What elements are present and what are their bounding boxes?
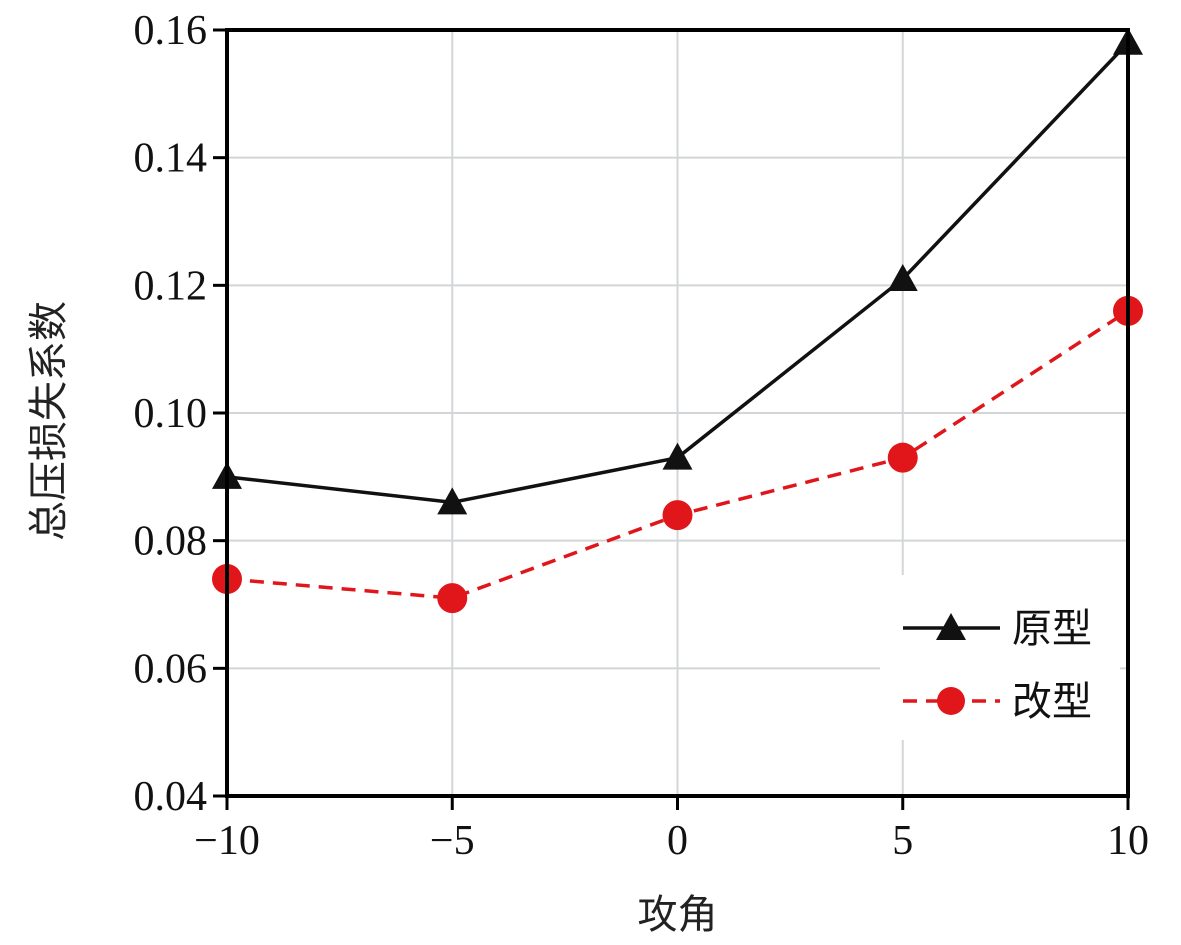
- x-tick-label-1: −5: [430, 818, 475, 864]
- y-tick-label-3: 0.10: [134, 391, 208, 437]
- tick-marks: [213, 28, 1130, 810]
- legend-marker-1: [937, 687, 965, 715]
- y-tick-label-0: 0.04: [134, 774, 208, 820]
- data-point-1-3: [887, 442, 918, 473]
- y-axis-title: 总压损失系数: [26, 301, 72, 541]
- y-tick-label-6: 0.16: [134, 8, 208, 54]
- legend-label-1: 改型: [1012, 679, 1092, 725]
- data-point-0-3: [887, 263, 918, 291]
- y-tick-label-4: 0.12: [134, 263, 208, 309]
- legend-box: [880, 575, 1120, 740]
- x-tick-label-2: 0: [667, 818, 688, 864]
- data-point-1-1: [437, 583, 468, 614]
- legend-background: [880, 575, 1120, 740]
- x-tick-label-3: 5: [892, 818, 913, 864]
- x-tick-label-4: 10: [1107, 818, 1149, 864]
- legend-item-1: 改型: [903, 679, 1092, 725]
- data-point-0-1: [437, 487, 468, 515]
- y-tick-label-5: 0.14: [134, 136, 208, 182]
- x-tick-label-0: −10: [194, 818, 260, 864]
- x-tick-labels: −10 −5 0 5 10: [194, 818, 1149, 864]
- legend-label-0: 原型: [1012, 606, 1092, 652]
- y-tick-labels: 0.04 0.06 0.08 0.10 0.12 0.14 0.16: [134, 8, 208, 820]
- legend-marker-0: [936, 613, 966, 640]
- data-point-1-2: [662, 500, 693, 531]
- x-axis-title: 攻角: [638, 892, 718, 938]
- y-tick-label-1: 0.06: [134, 646, 208, 692]
- data-point-0-2: [662, 442, 693, 470]
- legend-item-0: 原型: [903, 606, 1092, 652]
- y-tick-label-2: 0.08: [134, 519, 208, 565]
